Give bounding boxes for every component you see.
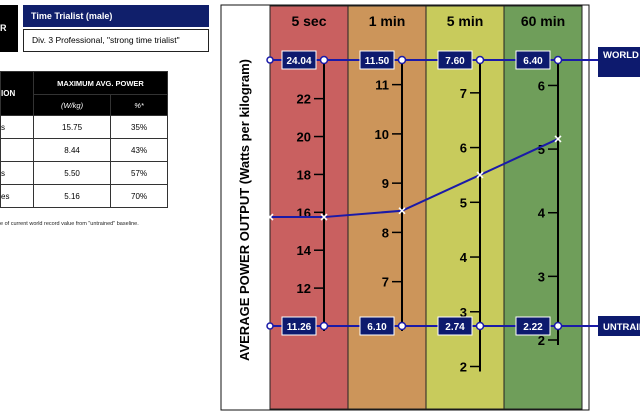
column-header: 5 sec [291,13,326,29]
table-footnote: e of current world record value from "un… [0,221,139,227]
tick-label: 20 [297,130,311,145]
tick-label: 18 [297,167,311,182]
right-label-bottom: UNTRAINED [603,322,640,333]
tick-label: 16 [297,205,311,220]
world-record-value-box [359,50,395,70]
rider-type: Time Trialist (male) [23,5,209,27]
untrained-value: 6.10 [367,322,387,333]
y-axis-label: AVERAGE POWER OUTPUT (Watts per kilogram… [237,59,252,361]
table-cell-wkg: 15.75 [32,115,112,139]
data-point [319,55,329,65]
tick-label: 6 [538,78,545,93]
tick-label: 9 [382,176,389,191]
tick-label: 7 [460,86,467,101]
tick-label: 3 [460,305,467,320]
data-point [319,321,329,331]
data-point [553,321,563,331]
untrained-value-box [359,316,395,336]
athlete-point [320,213,328,221]
untrained-value: 2.74 [445,322,465,333]
data-point [475,55,485,65]
right-label-top-box [598,47,640,77]
athlete-point [266,213,274,221]
column-header: 60 min [521,13,565,29]
tick-label: 5 [460,195,467,210]
athlete-point [554,135,562,143]
tick-label: 10 [375,127,389,142]
untrained-value-box [515,316,551,336]
world-record-value-box [281,50,317,70]
world-record-value: 6.40 [523,56,543,67]
column-header: 5 min [447,13,484,29]
rider-category: Div. 3 Professional, "strong time triali… [23,29,209,52]
table-cell-wkg: 5.16 [32,184,112,208]
data-point [553,55,563,65]
table-cell-wkg: 5.50 [32,161,112,185]
athlete-point [398,207,406,215]
table-row-label: es [0,184,34,208]
untrained-value-box [437,316,473,336]
tick-label: 22 [297,92,311,107]
right-label-bottom-box [598,316,640,336]
time-column [269,5,349,410]
tick-label: 6 [460,141,467,156]
data-point [266,322,274,330]
table-row: es 5.16 70% [0,184,168,208]
tick-label: 5 [538,142,545,157]
rider-header: R Time Trialist (male) Div. 3 Profession… [0,5,209,52]
world-record-value-box [515,50,551,70]
table-row: s 15.75 35% [0,115,168,139]
tick-label: 2 [460,360,467,375]
tick-label: 4 [538,206,546,221]
tick-label: 11 [375,78,389,93]
tick-label: 4 [460,250,468,265]
data-point [397,55,407,65]
untrained-value-box [281,316,317,336]
untrained-value: 11.26 [287,322,312,333]
tick-label: 2 [538,333,545,348]
tick-label: 14 [297,243,312,258]
time-column [347,5,427,410]
tick-label: 7 [382,275,389,290]
header-cell: R [0,5,18,52]
table-cell-pct: 57% [110,161,168,185]
tick-label: 12 [297,281,311,296]
world-record-value: 24.04 [286,56,311,67]
time-column [503,5,583,410]
table-cell-pct: 70% [110,184,168,208]
world-record-value: 7.60 [445,56,465,67]
untrained-value: 2.22 [523,322,543,333]
power-table: ION MAXIMUM AVG. POWER (W/kg) %* s 15.75… [0,71,168,208]
data-point [266,56,274,64]
world-record-value-box [437,50,473,70]
data-point [397,321,407,331]
table-column-header: (W/kg) [32,94,112,116]
table-cell-pct: 35% [110,115,168,139]
right-label-top: WORLD RECORD [603,50,640,61]
tick-label: 8 [382,225,389,240]
table-row: s 5.50 57% [0,161,168,185]
world-record-value: 11.50 [365,56,390,67]
column-header: 1 min [369,13,406,29]
athlete-point [476,171,484,179]
table-cell-pct: 43% [110,138,168,162]
tick-label: 3 [538,269,545,284]
data-point [475,321,485,331]
